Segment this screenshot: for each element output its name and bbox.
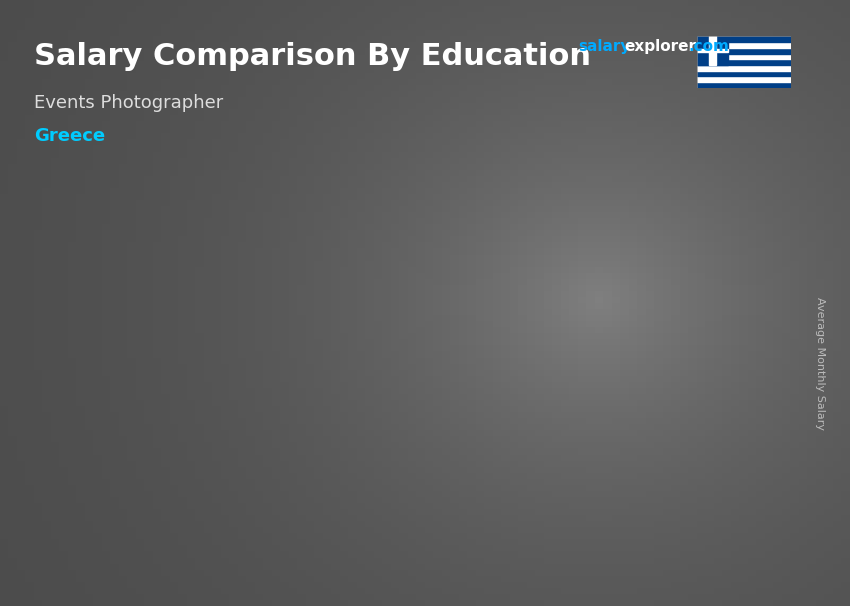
Bar	[697, 48, 791, 53]
Polygon shape	[442, 315, 537, 320]
Text: 1,140 EUR: 1,140 EUR	[82, 387, 167, 402]
Polygon shape	[612, 247, 707, 255]
Text: 2,540 EUR: 2,540 EUR	[595, 233, 680, 248]
FancyBboxPatch shape	[612, 255, 697, 533]
Text: 1,340 EUR: 1,340 EUR	[252, 365, 337, 380]
Bar	[697, 36, 728, 65]
Polygon shape	[272, 382, 367, 386]
Text: Events Photographer: Events Photographer	[34, 94, 224, 112]
Bar	[709, 36, 716, 65]
Text: 1,940 EUR: 1,940 EUR	[422, 299, 507, 314]
FancyBboxPatch shape	[272, 386, 357, 533]
Bar	[697, 59, 791, 65]
Polygon shape	[102, 405, 197, 408]
Bar	[697, 36, 791, 42]
Bar	[697, 71, 791, 76]
Text: +45%: +45%	[366, 271, 434, 291]
Text: +31%: +31%	[536, 201, 604, 221]
Polygon shape	[527, 320, 537, 533]
Text: explorer: explorer	[625, 39, 697, 55]
Bar	[697, 76, 791, 82]
FancyBboxPatch shape	[102, 408, 187, 533]
Bar	[697, 49, 728, 53]
Polygon shape	[697, 255, 707, 533]
FancyBboxPatch shape	[442, 320, 527, 533]
Bar	[697, 42, 791, 48]
Polygon shape	[187, 408, 197, 533]
Bar	[697, 53, 791, 59]
Text: Greece: Greece	[34, 127, 105, 145]
Polygon shape	[357, 386, 367, 533]
Text: +18%: +18%	[196, 343, 264, 363]
Text: salary: salary	[578, 39, 631, 55]
Bar	[697, 65, 791, 71]
Text: Salary Comparison By Education: Salary Comparison By Education	[34, 42, 591, 72]
Bar	[697, 82, 791, 88]
Text: .com: .com	[688, 39, 729, 55]
Text: Average Monthly Salary: Average Monthly Salary	[815, 297, 825, 430]
